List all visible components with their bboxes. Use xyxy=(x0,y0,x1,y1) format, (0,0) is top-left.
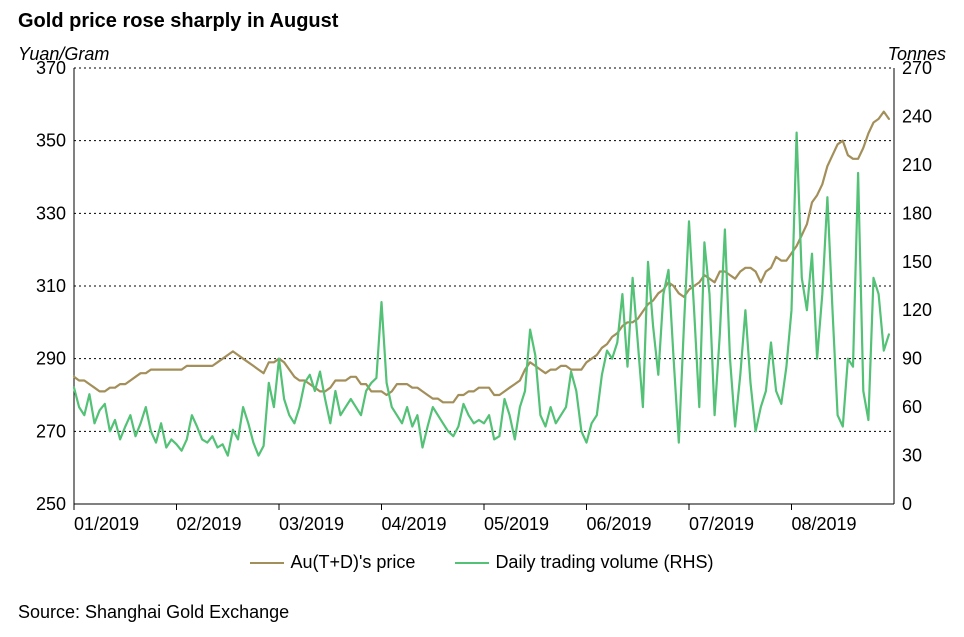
x-tick-label: 08/2019 xyxy=(792,514,857,534)
legend-item: Au(T+D)'s price xyxy=(250,552,415,573)
y-left-tick-label: 350 xyxy=(36,131,66,151)
y-left-tick-label: 270 xyxy=(36,421,66,441)
y-right-tick-label: 210 xyxy=(902,155,932,175)
chart-source: Source: Shanghai Gold Exchange xyxy=(18,602,289,623)
series-line xyxy=(74,112,889,403)
x-tick-label: 03/2019 xyxy=(279,514,344,534)
y-left-tick-label: 370 xyxy=(36,58,66,78)
series-line xyxy=(74,133,889,456)
y-right-tick-label: 270 xyxy=(902,58,932,78)
y-right-tick-label: 30 xyxy=(902,446,922,466)
x-tick-label: 02/2019 xyxy=(177,514,242,534)
y-left-tick-label: 310 xyxy=(36,276,66,296)
y-right-tick-label: 150 xyxy=(902,252,932,272)
legend-swatch xyxy=(250,562,284,564)
y-left-tick-label: 330 xyxy=(36,203,66,223)
chart-plot: 250 270 290 310 330 350 370 0 30 60 90 120 150 180 210… xyxy=(0,0,964,637)
y-left-tick-label: 250 xyxy=(36,494,66,514)
chart-legend: Au(T+D)'s price Daily trading volume (RHS… xyxy=(0,552,964,573)
y-right-tick-label: 90 xyxy=(902,349,922,369)
x-tick-label: 07/2019 xyxy=(689,514,754,534)
y-right-tick-label: 240 xyxy=(902,106,932,126)
legend-swatch xyxy=(455,562,489,564)
legend-item: Daily trading volume (RHS) xyxy=(455,552,713,573)
x-tick-label: 04/2019 xyxy=(382,514,447,534)
x-tick-label: 05/2019 xyxy=(484,514,549,534)
y-right-tick-label: 180 xyxy=(902,203,932,223)
chart-page: { "title": "Gold price rose sharply in A… xyxy=(0,0,964,637)
legend-label: Daily trading volume (RHS) xyxy=(495,552,713,573)
y-left-tick-label: 290 xyxy=(36,349,66,369)
y-right-tick-label: 60 xyxy=(902,397,922,417)
legend-label: Au(T+D)'s price xyxy=(290,552,415,573)
y-right-tick-label: 120 xyxy=(902,300,932,320)
x-tick-label: 01/2019 xyxy=(74,514,139,534)
y-right-tick-label: 0 xyxy=(902,494,912,514)
x-tick-label: 06/2019 xyxy=(587,514,652,534)
